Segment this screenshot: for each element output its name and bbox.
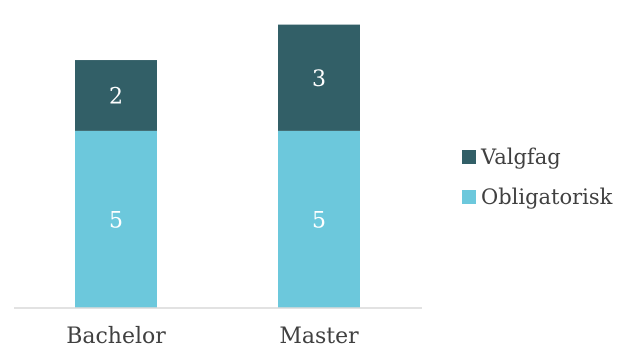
- legend-label-obligatorisk: Obligatorisk: [481, 185, 613, 209]
- data-label-master-valgfag: 3: [312, 67, 326, 92]
- bar-master-obligatorisk: [278, 130, 360, 308]
- bar-bachelor-valgfag: [75, 60, 157, 131]
- x-axis-ticks: Bachelor Master: [66, 324, 359, 346]
- legend-label-valgfag: Valgfag: [480, 145, 561, 169]
- bar-master-valgfag: [278, 24, 360, 131]
- legend-swatch-valgfag: [462, 150, 476, 164]
- bar-bachelor-obligatorisk: [75, 130, 157, 308]
- data-label-bachelor-obligatorisk: 5: [109, 208, 123, 233]
- data-label-bachelor-valgfag: 2: [109, 84, 123, 109]
- bar-group: 5 2 5 3: [75, 24, 360, 308]
- x-tick-label-bachelor: Bachelor: [66, 324, 166, 346]
- legend-swatch-obligatorisk: [462, 190, 476, 204]
- legend: Valgfag Obligatorisk: [462, 145, 613, 209]
- data-label-master-obligatorisk: 5: [312, 208, 326, 233]
- x-tick-label-master: Master: [279, 324, 359, 346]
